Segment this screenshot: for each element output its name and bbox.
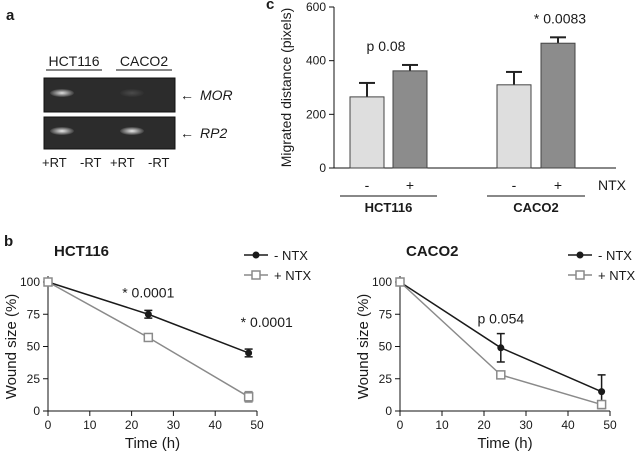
data-point [395,277,405,287]
significance-annotation: p 0.08 [367,38,406,54]
x-tick-label: 30 [519,418,533,432]
gel-lane-label: -RT [148,155,169,170]
bar [392,70,428,169]
y-axis-label: Migrated distance (pixels) [278,8,294,168]
legend-marker [576,251,584,259]
y-tick-label: 0 [33,404,40,418]
gel-band [50,127,74,135]
x-tick-label: 20 [125,418,139,432]
group-label: CACO2 [513,200,559,215]
gel-row-label: MOR [200,87,233,103]
x-axis-label: Time (h) [477,435,532,452]
bar-category-label: + [406,177,414,193]
legend-marker [251,270,261,280]
x-tick-label: 50 [603,418,617,432]
significance-annotation: * 0.0083 [534,10,586,26]
data-point [43,277,53,287]
bar-category-label: - [512,177,517,193]
data-point [598,388,606,396]
gel-lane-label: +RT [110,155,135,170]
data-point [143,332,154,343]
bar-category-label: + [554,177,562,193]
x-tick-label: 20 [477,418,491,432]
gel-cell-line-hct116: HCT116 [48,53,99,69]
caco2-wound-chart: 0 25 50 75 100 0 10 20 30 40 50 Time (h) Wound size … [355,243,636,452]
x-tick-label: 0 [45,418,52,432]
y-tick-label: 200 [306,107,326,121]
y-tick-label: 100 [372,275,392,289]
y-tick-label: 25 [379,372,393,386]
group-label: HCT116 [365,200,413,215]
panel-label-c: c [266,0,274,13]
gel-band [120,127,144,135]
y-axis-label: Wound size (%) [355,294,372,400]
chart-title: HCT116 [54,243,109,260]
gel-lane-label: +RT [42,155,67,170]
x-tick-label: 10 [435,418,449,432]
y-tick-label: 25 [27,372,41,386]
legend-label: - NTX [274,248,308,263]
y-tick-label: 75 [27,307,41,321]
y-tick-label: 400 [306,54,326,68]
data-point [245,349,253,357]
bar-category-label: - [365,177,370,193]
bar [349,96,385,169]
migration-bar-chart: 0 200 400 600 Migrated distance (pixels) - + HC… [278,0,627,215]
bar [496,84,532,169]
legend-marker [252,251,260,259]
treatment-label: NTX [598,177,627,193]
legend-label: - NTX [598,248,632,263]
chart-title: CACO2 [406,243,459,260]
data-point [496,370,506,380]
hct116-wound-chart: 0 25 50 75 100 0 10 20 30 40 50 Time (h) Wound size … [3,243,312,452]
gel-lane-label: -RT [80,155,101,170]
x-tick-label: 10 [83,418,97,432]
legend-marker [575,270,585,280]
significance-annotation: * 0.0001 [122,284,174,300]
legend-label: + NTX [274,268,312,283]
data-point [596,399,607,410]
y-tick-label: 0 [319,161,326,175]
y-tick-label: 600 [306,0,326,14]
y-tick-label: 100 [20,275,40,289]
x-axis-label: Time (h) [125,435,180,452]
gel-arrow-icon: ← [180,125,194,141]
x-tick-label: 40 [209,418,223,432]
x-tick-label: 40 [561,418,575,432]
x-tick-label: 50 [250,418,264,432]
gel-arrow-icon: ← [180,87,194,103]
y-tick-label: 50 [27,340,41,354]
gel-band [50,89,74,97]
legend-label: + NTX [598,268,636,283]
significance-annotation: p 0.054 [477,310,524,326]
x-tick-label: 30 [167,418,181,432]
y-tick-label: 75 [379,307,393,321]
panel-label-b: b [4,233,13,250]
significance-annotation: * 0.0001 [241,314,293,330]
y-tick-label: 50 [379,340,393,354]
x-tick-label: 0 [397,418,404,432]
gel-panel: HCT116 CACO2 ← MOR ← RP2 +RT -RT +RT -RT [42,53,233,170]
data-point [497,344,505,352]
y-axis-label: Wound size (%) [3,294,20,400]
y-tick-label: 0 [385,404,392,418]
bar [540,42,576,169]
gel-band [120,89,144,97]
gel-cell-line-caco2: CACO2 [120,53,168,69]
panel-label-a: a [6,7,15,24]
gel-row-label: RP2 [200,125,227,141]
data-point [243,392,254,402]
data-point [144,310,152,318]
